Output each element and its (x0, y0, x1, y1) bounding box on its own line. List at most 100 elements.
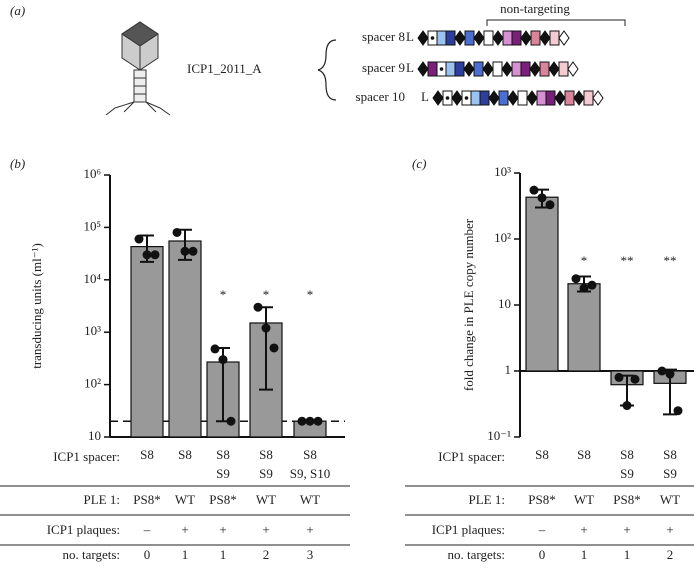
panel-label: (a) (10, 3, 25, 18)
spacer-dot (445, 96, 450, 100)
spacer-block (483, 30, 494, 46)
spacer-block (473, 61, 484, 77)
table-cell: + (666, 522, 673, 537)
spacer-block (492, 61, 503, 77)
table-cell: PS8* (613, 492, 640, 507)
repeat (554, 90, 566, 106)
data-point (665, 369, 675, 379)
data-point (142, 250, 152, 260)
data-point (180, 246, 190, 256)
phage-icon (105, 21, 171, 116)
y-axis-label: transducing units (ml⁻¹) (29, 243, 44, 369)
x-tick-label: S8 (577, 447, 591, 462)
repeat (482, 61, 494, 77)
spacer-block (536, 90, 547, 106)
significance: ** (664, 253, 677, 268)
table-cell: 2 (263, 547, 270, 562)
x-tick-label: S9 (663, 466, 677, 481)
repeat (548, 61, 560, 77)
data-point (537, 193, 547, 203)
repeat (567, 61, 579, 77)
data-point (614, 372, 624, 382)
table-row-label: ICP1 spacer: (53, 449, 120, 464)
repeat (520, 30, 532, 46)
y-tick-label: 1 (505, 362, 512, 377)
data-point (134, 234, 144, 244)
spacer-block (445, 30, 456, 46)
spacer-dot (464, 96, 469, 100)
repeat (539, 30, 551, 46)
repeat (417, 30, 429, 46)
spacer-block (530, 30, 541, 46)
y-tick-label: 10⁵ (83, 218, 101, 233)
data-point (545, 200, 555, 210)
bar (168, 240, 202, 438)
heading-bracket (486, 19, 626, 26)
significance: * (581, 253, 588, 268)
repeat (463, 61, 475, 77)
x-tick-label: S9, S10 (290, 466, 330, 481)
spacer-block (558, 61, 569, 77)
significance: * (307, 287, 314, 302)
table-cell: + (580, 522, 587, 537)
repeat (432, 90, 444, 106)
table-cell: – (538, 522, 546, 537)
table-cell: 1 (182, 547, 189, 562)
table-cell: – (143, 522, 151, 537)
table-cell: WT (574, 492, 594, 507)
spacer-block (520, 61, 531, 77)
data-point (571, 274, 581, 284)
spacer-block (445, 61, 456, 77)
table-cell: + (306, 522, 313, 537)
data-point (313, 416, 323, 426)
table-cell: + (181, 522, 188, 537)
repeat (473, 30, 485, 46)
data-point (297, 416, 307, 426)
repeat (451, 90, 463, 106)
table-cell: + (623, 522, 630, 537)
y-tick-label: 10³ (84, 323, 101, 338)
significance: ** (621, 253, 634, 268)
spacer-block (436, 30, 447, 46)
repeat (501, 61, 513, 77)
table-row-label: ICP1 spacer: (438, 449, 505, 464)
spacer-block (479, 90, 490, 106)
spacer-name: spacer 8 (362, 29, 405, 44)
table-cell: 1 (581, 547, 588, 562)
x-tick-label: S9 (259, 466, 273, 481)
leader: L (421, 89, 429, 104)
table-row-label: PLE 1: (84, 492, 120, 507)
table-cell: PS8* (133, 492, 160, 507)
spacer-block (511, 30, 522, 46)
x-tick-label: S8 (259, 447, 273, 462)
repeat (526, 90, 538, 106)
brace (317, 39, 337, 101)
table-cell: 2 (667, 547, 674, 562)
panel-label: (c) (412, 156, 426, 171)
table-row-label: no. targets: (62, 547, 120, 562)
data-point (657, 366, 667, 376)
repeat (573, 90, 585, 106)
data-point (587, 280, 597, 290)
table-row-label: no. targets: (447, 547, 505, 562)
table-row-label: ICP1 plaques: (432, 522, 505, 537)
x-tick-label: S8 (140, 447, 154, 462)
data-point (188, 246, 198, 256)
significance: * (263, 287, 270, 302)
data-point (150, 250, 160, 260)
table-cell: 3 (307, 547, 314, 562)
data-point (269, 343, 279, 353)
data-point (529, 185, 539, 195)
x-tick-label: S9 (216, 466, 230, 481)
table-cell: WT (660, 492, 680, 507)
table-cell: + (262, 522, 269, 537)
table-cell: 0 (539, 547, 546, 562)
y-tick-label: 10⁴ (83, 271, 101, 286)
table-cell: 1 (624, 547, 631, 562)
y-tick-label: 10 (498, 296, 511, 311)
spacer-block (511, 61, 522, 77)
spacer-dot (439, 67, 444, 71)
spacer-block (583, 90, 594, 106)
data-point (630, 374, 640, 384)
table-cell: 0 (144, 547, 151, 562)
